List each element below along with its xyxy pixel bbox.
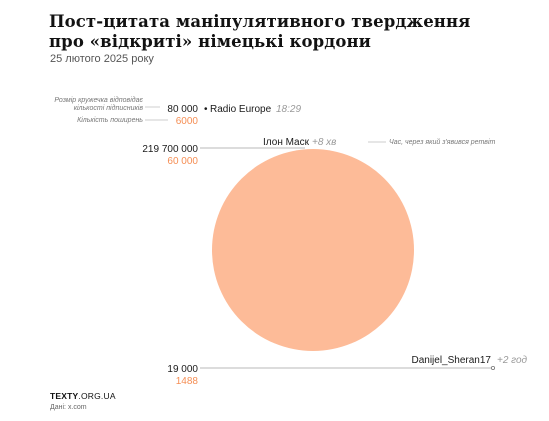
point-1-followers-label: 80 000 — [167, 104, 198, 115]
data-source: Дані: x.com — [50, 404, 87, 411]
point-1-account-name: Radio Europe — [210, 104, 272, 115]
chart-date: 25 лютого 2025 року — [50, 53, 154, 65]
point-3-bubble — [490, 365, 495, 370]
point-2-bubble — [212, 149, 414, 351]
point-1-time-label: 18:29 — [276, 104, 301, 115]
chart-title-line-1: Пост-цитата маніпулятивного твердження — [49, 12, 471, 31]
point-3-time-label: +2 год — [497, 355, 528, 366]
point-1-reposts-label: 6000 — [176, 116, 199, 127]
point-2-account-name: Ілон Маск — [263, 137, 310, 148]
point-1-bullet: • — [204, 104, 208, 115]
reposts-legend: Кількість поширень — [77, 116, 143, 124]
point-3-reposts-label: 1488 — [176, 376, 199, 387]
point-2-time-label: +8 хв — [312, 137, 336, 148]
point-2-followers-label: 219 700 000 — [142, 144, 198, 155]
texty-logo-bold: TEXTY — [50, 391, 79, 401]
chart-title: Пост-цитата маніпулятивного твердження п… — [49, 12, 509, 52]
chart-title-line-2: про «відкриті» німецькі кордони — [49, 32, 372, 51]
point-3-account-name: Danijel_Sheran17 — [411, 355, 491, 366]
point-3-followers-label: 19 000 — [167, 364, 198, 375]
point-2-reposts-label: 60 000 — [167, 156, 198, 167]
texty-logo: TEXTY.ORG.UA — [50, 391, 116, 401]
size-legend-line-2: кількості підписників — [74, 104, 144, 112]
time-legend: Час, через який з'явився ретвіт — [389, 138, 496, 146]
texty-logo-domain: .ORG.UA — [78, 391, 116, 401]
size-legend-line-1: Розмір кружечка відповідає — [54, 96, 143, 104]
